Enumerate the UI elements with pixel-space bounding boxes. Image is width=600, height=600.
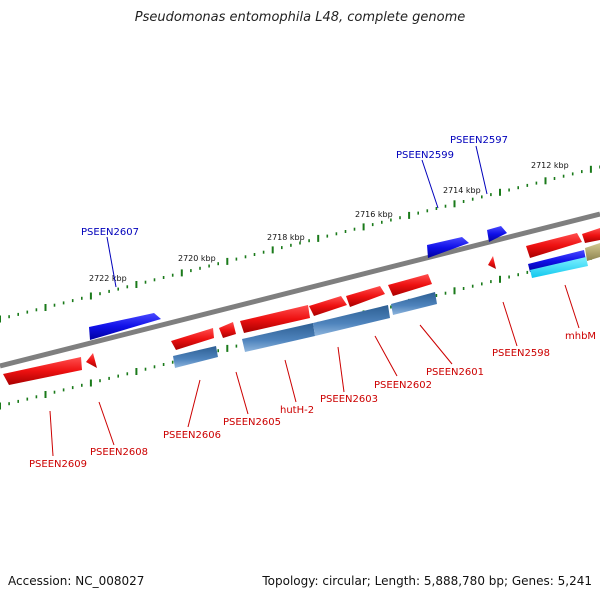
gene-pseen2597[interactable]	[487, 226, 507, 242]
gene-label-pseen2605: PSEEN2605	[223, 417, 281, 428]
gene-pseen2603[interactable]	[309, 296, 390, 336]
gene-pseen2609[interactable]	[3, 357, 82, 385]
topology-text: Topology: circular; Length: 5,888,780 bp…	[262, 574, 592, 588]
gene-pseen2608[interactable]	[86, 353, 97, 368]
gene-label-pseen2602: PSEEN2602	[374, 380, 432, 391]
scale-label: 2716 kbp	[355, 210, 393, 219]
scale-label: 2712 kbp	[531, 161, 569, 170]
gene-label-pseen2597: PSEEN2597	[450, 135, 508, 146]
gene-pseen2606[interactable]	[171, 328, 218, 368]
label-leaders-upper	[106, 145, 488, 288]
gene-pseen2607[interactable]	[89, 313, 161, 340]
gene-label-pseen2599: PSEEN2599	[396, 150, 454, 161]
scale-label: 2714 kbp	[443, 186, 481, 195]
gene-pseen2605[interactable]	[219, 322, 236, 338]
gene-mhbm[interactable]	[526, 228, 600, 278]
gene-huth-2[interactable]	[240, 305, 315, 352]
scale-label: 2718 kbp	[267, 233, 305, 242]
gene-label-pseen2608: PSEEN2608	[90, 447, 148, 458]
gene-pseen2598[interactable]	[488, 256, 496, 269]
gene-pseen2599[interactable]	[427, 237, 469, 258]
gene-label-pseen2603: PSEEN2603	[320, 394, 378, 405]
gene-label-pseen2609: PSEEN2609	[29, 459, 87, 470]
label-leaders-lower	[49, 284, 580, 457]
gene-label-pseen2607: PSEEN2607	[81, 227, 139, 238]
gene-label-pseen2601: PSEEN2601	[426, 367, 484, 378]
scale-label: 2720 kbp	[178, 254, 216, 263]
scale-label: 2722 kbp	[89, 274, 127, 283]
gene-label-mhbm: mhbM	[565, 331, 596, 342]
gene-label-pseen2598: PSEEN2598	[492, 348, 550, 359]
accession-text: Accession: NC_008027	[8, 574, 145, 588]
genome-title: Pseudomonas entomophila L48, complete ge…	[134, 10, 466, 25]
scale-ruler-upper	[0, 165, 600, 323]
gene-pseen2601[interactable]	[388, 274, 437, 315]
gene-label-huth-2: hutH-2	[280, 405, 314, 416]
gene-pseen2602[interactable]	[346, 286, 385, 307]
genome-backbone	[0, 211, 600, 369]
gene-label-pseen2606: PSEEN2606	[163, 430, 221, 441]
